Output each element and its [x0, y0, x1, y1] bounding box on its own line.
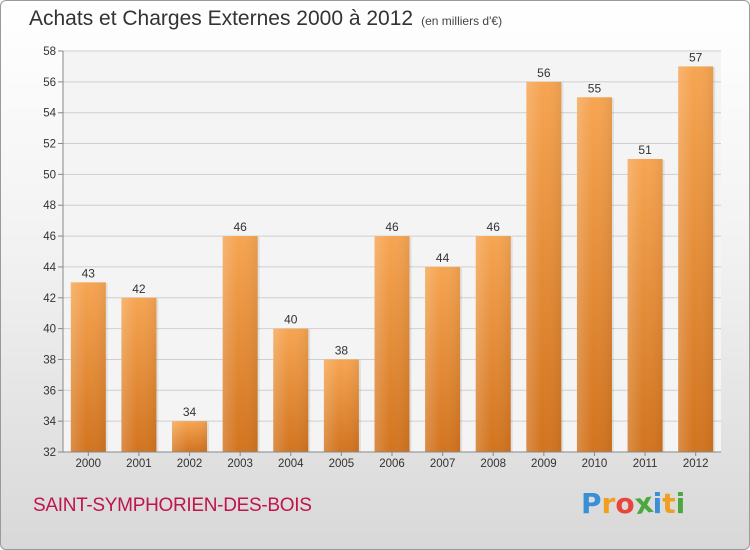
data-label: 46: [385, 220, 399, 234]
data-label: 56: [537, 66, 551, 80]
data-label: 46: [233, 220, 247, 234]
bar-highlight: [627, 158, 663, 452]
chart-title: Achats et Charges Externes 2000 à 2012 (e…: [29, 7, 502, 31]
y-tick-label: 56: [43, 77, 56, 89]
bar-2005: [323, 359, 361, 452]
bar-highlight: [475, 236, 511, 452]
logo-letter: x: [632, 485, 655, 522]
logo-letter: i: [652, 487, 663, 520]
y-tick-label: 44: [43, 262, 56, 274]
chart-title-text: Achats et Charges Externes 2000 à 2012: [29, 7, 414, 30]
bar-highlight: [70, 282, 106, 452]
x-tick-label: 2001: [126, 458, 152, 470]
x-tick-label: 2005: [329, 458, 355, 470]
data-label: 43: [82, 266, 96, 280]
bar-2002: [172, 421, 210, 452]
bar-highlight: [172, 421, 208, 452]
bar-highlight: [526, 81, 562, 452]
bar-2009: [526, 81, 564, 452]
logo-letter: o: [615, 487, 635, 520]
logo-letter: P: [581, 487, 602, 520]
x-tick-label: 2002: [177, 458, 203, 470]
bar-2003: [222, 236, 260, 452]
data-label: 34: [183, 405, 197, 419]
bar-2008: [475, 236, 513, 452]
bar-highlight: [121, 297, 157, 452]
commune-name: SAINT-SYMPHORIEN-DES-BOIS: [33, 495, 312, 516]
x-tick-label: 2006: [379, 458, 405, 470]
data-label: 38: [335, 343, 349, 357]
bar-2000: [70, 282, 108, 452]
data-label: 57: [689, 50, 703, 64]
bar-2001: [121, 297, 159, 452]
y-tick-label: 52: [43, 139, 56, 151]
y-tick-label: 36: [43, 385, 56, 397]
x-tick-label: 2003: [227, 458, 253, 470]
bar-2010: [576, 97, 614, 453]
y-tick-label: 58: [43, 46, 56, 58]
bar-highlight: [374, 236, 410, 452]
x-tick-label: 2011: [633, 458, 658, 470]
bar-highlight: [273, 328, 309, 452]
x-tick-label: 2007: [430, 458, 456, 470]
x-tick-label: 2012: [683, 458, 709, 470]
y-tick-label: 40: [43, 324, 56, 336]
y-tick-label: 54: [43, 108, 56, 120]
x-tick-label: 2000: [76, 458, 102, 470]
bar-2012: [678, 66, 716, 452]
bar-2004: [273, 328, 311, 452]
y-tick-label: 34: [43, 416, 56, 428]
data-label: 46: [487, 220, 501, 234]
bar-2006: [374, 236, 412, 452]
y-tick-label: 46: [43, 231, 56, 243]
y-tick-label: 42: [43, 293, 56, 305]
bar-2007: [425, 266, 463, 452]
proxiti-logo: Proxiti: [581, 485, 686, 522]
data-label: 51: [638, 143, 652, 157]
x-tick-label: 2009: [531, 458, 557, 470]
data-label: 44: [436, 251, 450, 265]
logo-letter: r: [601, 487, 616, 520]
x-tick-label: 2004: [278, 458, 304, 470]
bar-highlight: [678, 66, 714, 452]
bar-highlight: [323, 359, 359, 452]
x-tick-label: 2008: [480, 458, 506, 470]
bar-highlight: [222, 236, 258, 452]
y-tick-label: 50: [43, 169, 56, 181]
data-label: 42: [132, 282, 146, 296]
logo-letter: i: [675, 487, 686, 520]
bar-highlight: [425, 266, 461, 452]
data-label: 55: [588, 81, 602, 95]
chart-subtitle: (en milliers d'€): [421, 14, 503, 28]
bar-highlight: [576, 97, 612, 453]
y-tick-label: 38: [43, 354, 56, 366]
x-tick-label: 2010: [582, 458, 608, 470]
bar-2011: [627, 158, 665, 452]
y-tick-label: 32: [43, 447, 56, 459]
logo-letter: t: [662, 487, 676, 520]
y-tick-label: 48: [43, 200, 56, 212]
data-label: 40: [284, 313, 298, 327]
